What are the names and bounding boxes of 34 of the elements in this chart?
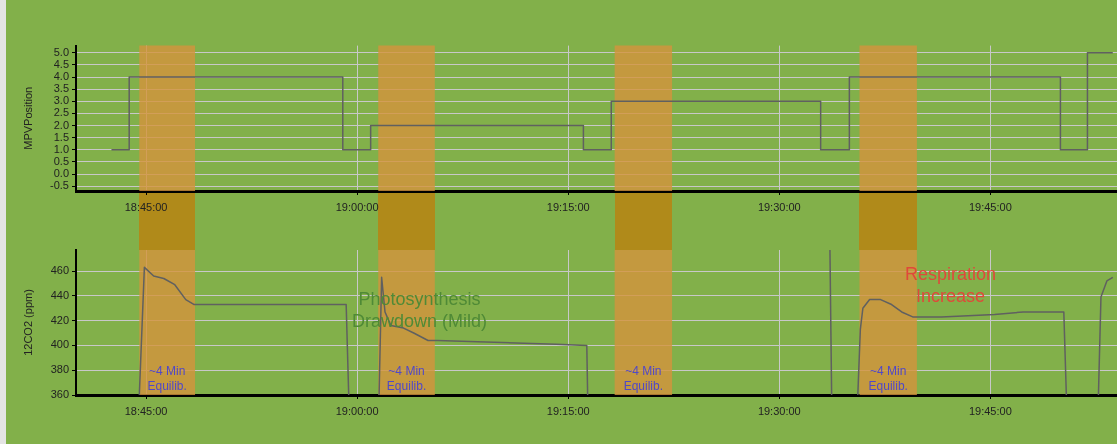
y-tick-label: 420 — [50, 313, 69, 326]
x-tick-label: 19:00:00 — [335, 200, 379, 213]
y-tick-label: 440 — [50, 288, 69, 301]
y-axis-title: MPVPosition — [21, 86, 34, 150]
band-label: ~4 Min Equilib. — [623, 364, 664, 394]
y-tick-label: 0.5 — [53, 154, 69, 167]
y-tick-label: 4.0 — [53, 70, 69, 83]
y-tick-label: -0.5 — [50, 179, 69, 192]
y-tick-label: 1.5 — [53, 130, 69, 143]
y-tick-label: 2.5 — [53, 106, 69, 119]
y-axis-title: 12CO2 (ppm) — [21, 289, 34, 356]
y-tick-label: 3.5 — [53, 82, 69, 95]
band-label: ~4 Min Equilib. — [147, 364, 187, 394]
x-tick-label: 19:30:00 — [757, 404, 801, 417]
y-tick-label: 400 — [50, 338, 69, 351]
x-tick-label: 19:45:00 — [968, 404, 1012, 417]
band-label: ~4 Min Equilib. — [386, 364, 427, 394]
y-tick-label: 0.0 — [53, 167, 69, 180]
x-tick-label: 19:15:00 — [546, 404, 590, 417]
y-tick-label: 360 — [50, 388, 69, 401]
x-tick-label: 19:15:00 — [546, 200, 590, 213]
y-tick-label: 460 — [50, 264, 69, 277]
band-label: ~4 Min Equilib. — [868, 364, 908, 394]
y-tick-label: 4.5 — [53, 58, 69, 71]
y-tick-label: 3.0 — [53, 94, 69, 107]
x-tick-label: 18:45:00 — [124, 404, 168, 417]
x-tick-label: 19:45:00 — [968, 200, 1012, 213]
x-tick-label: 19:00:00 — [335, 404, 379, 417]
y-tick-label: 2.0 — [53, 118, 69, 131]
y-tick-label: 380 — [50, 363, 69, 376]
x-tick-label: 18:45:00 — [124, 200, 168, 213]
x-tick-label: 19:30:00 — [757, 200, 801, 213]
y-tick-label: 1.0 — [53, 142, 69, 155]
y-tick-label: 5.0 — [53, 45, 69, 58]
